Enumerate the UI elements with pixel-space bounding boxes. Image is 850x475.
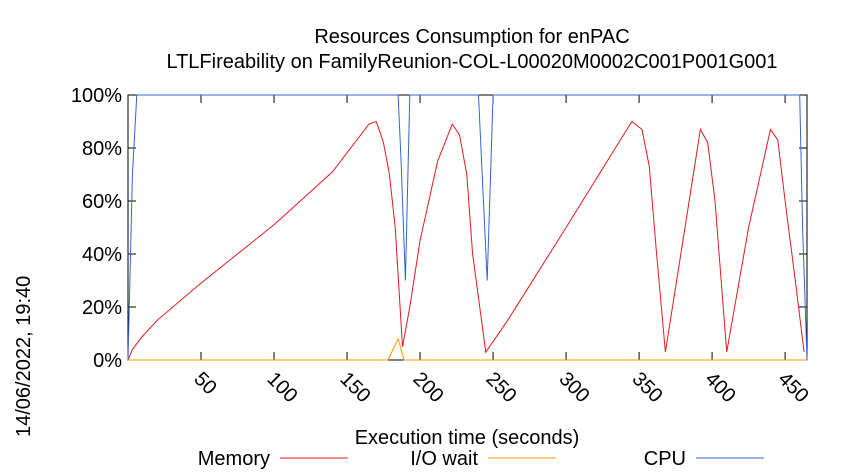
legend: Memory I/O wait CPU [198, 448, 764, 470]
series-line-i-o-wait [128, 337, 807, 361]
legend-label-cpu: CPU [644, 448, 686, 470]
y-tick-label: 60% [82, 191, 122, 213]
x-tick-label: 300 [555, 368, 594, 407]
legend-label-i-o-wait: I/O wait [410, 448, 478, 470]
x-tick-label: 250 [482, 368, 521, 407]
chart-title: Resources Consumption for enPAC [314, 26, 629, 48]
y-tick-label: 0% [93, 350, 122, 372]
series-lines [127, 94, 808, 361]
x-tick-label: 200 [409, 368, 448, 407]
y-tick-label: 80% [82, 138, 122, 160]
chart-subtitle: LTLFireability on FamilyReunion-COL-L000… [166, 51, 777, 73]
x-tick-label: 450 [774, 368, 813, 407]
y-tick-label: 20% [82, 297, 122, 319]
y-tick-label: 100% [71, 85, 122, 107]
x-tick-label: 150 [335, 368, 374, 407]
y-axis-ticks: 0% 20% 40% 60% 80% 100% [71, 85, 807, 372]
x-axis-label: Execution time (seconds) [355, 427, 580, 449]
x-tick-label: 400 [701, 368, 740, 407]
x-tick-label: 50 [189, 368, 220, 399]
series-line-cpu [127, 94, 808, 361]
plot-frame [127, 94, 808, 361]
y-tick-label: 40% [82, 244, 122, 266]
legend-label-memory: Memory [198, 448, 270, 470]
plot-area: 0% 20% 40% 60% 80% 100% 50 100 150 200 250 300 350 4… [71, 85, 813, 407]
x-tick-label: 100 [262, 368, 301, 407]
timestamp-label: 14/06/2022, 19:40 [13, 276, 35, 437]
x-tick-label: 350 [628, 368, 667, 407]
series-line-memory [127, 120, 805, 361]
